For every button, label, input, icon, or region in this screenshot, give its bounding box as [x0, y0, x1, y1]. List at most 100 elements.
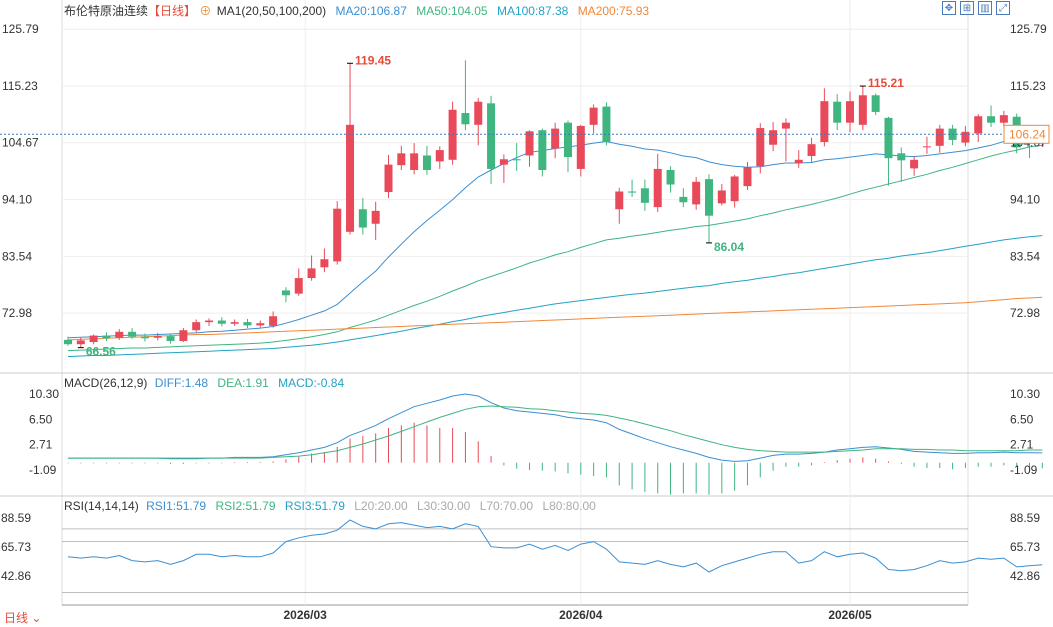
expand-icon[interactable]: ✥	[942, 1, 956, 15]
candle-body	[897, 153, 906, 161]
candle-body	[602, 106, 611, 143]
candle-body	[871, 95, 880, 112]
macd-axis-label-left: 6.50	[29, 412, 53, 426]
candle-body	[794, 159, 803, 164]
candle-body	[525, 131, 534, 156]
candle-body	[833, 101, 842, 123]
ma50-value: MA50:104.05	[416, 4, 488, 18]
l70-value: L70:70.00	[479, 499, 534, 513]
candle-body	[653, 168, 662, 208]
price-axis-label-right: 115.23	[1010, 79, 1046, 93]
ma200-line	[67, 296, 1043, 341]
candle-body	[102, 335, 111, 339]
price-axis-label-left: 72.98	[2, 306, 32, 320]
candle-body	[410, 153, 419, 170]
candle-body	[576, 125, 585, 169]
candle-body	[166, 336, 175, 341]
period-label: 日线	[4, 611, 29, 625]
fullscreen-icon[interactable]: ⤢	[996, 1, 1010, 15]
candle-body	[563, 122, 572, 158]
settings-icon[interactable]: ⊕	[199, 4, 212, 18]
candle-body	[243, 322, 252, 326]
rsi-axis-label-left: 65.73	[1, 540, 31, 554]
extreme-label: 119.45	[355, 53, 391, 67]
candle-body	[756, 128, 765, 167]
extreme-label: 115.21	[868, 76, 904, 90]
macd-axis-label-left: 10.30	[29, 387, 59, 401]
candle-body	[628, 191, 637, 193]
candlestick-layer	[64, 60, 1047, 348]
candle-body	[397, 153, 406, 166]
candle-body	[371, 210, 380, 224]
grid-layer	[0, 0, 1053, 606]
price-axis-label-right: 94.10	[1010, 193, 1040, 207]
main-legend: 布伦特原油连续【日线】 ⊕ MA1(20,50,100,200) MA20:10…	[64, 2, 649, 19]
candle-body	[807, 144, 816, 157]
candle-body	[499, 159, 508, 165]
candle-body	[140, 336, 149, 339]
rsi-axis-label-right: 65.73	[1010, 540, 1040, 554]
macd-indicator-label: MACD(26,12,9)	[64, 376, 148, 390]
candle-body	[346, 124, 355, 232]
candle-body	[205, 320, 214, 323]
candle-body	[781, 122, 790, 129]
candle-body	[256, 323, 265, 326]
macd-layer	[67, 393, 1043, 495]
price-axis-label-left: 104.67	[2, 136, 39, 150]
date-axis-label: 2026/05	[828, 608, 872, 622]
l80-value: L80:80.00	[542, 499, 596, 513]
ma100-line	[67, 235, 1043, 358]
rsi-layer	[62, 519, 1043, 593]
candle-body	[974, 116, 983, 134]
ma50-line	[67, 144, 1043, 352]
candle-body	[910, 159, 919, 169]
candle-body	[422, 155, 431, 170]
instrument-name: 布伦特原油连续	[64, 4, 149, 18]
candle-body	[474, 101, 483, 125]
extreme-label: 86.04	[714, 240, 744, 254]
rsi-axis-label-left: 88.59	[1, 511, 31, 525]
candle-body	[769, 130, 778, 145]
candle-body	[217, 320, 226, 324]
zoom-icon[interactable]: ⊞	[960, 1, 974, 15]
macd-axis-label-left: -1.09	[29, 463, 57, 477]
candle-body	[192, 322, 201, 331]
candle-body	[922, 146, 931, 148]
price-axis-label-right: 125.79	[1010, 22, 1047, 36]
macd-axis-label-right: 2.71	[1010, 438, 1034, 452]
candle-body	[320, 259, 329, 268]
candle-body	[358, 209, 367, 228]
rsi-axis-label-right: 42.86	[1010, 569, 1040, 583]
last-price-tag-box	[1003, 124, 1050, 144]
rsi-axis-label-right: 88.59	[1010, 511, 1040, 525]
candle-body	[384, 164, 393, 193]
candle-body	[115, 331, 124, 338]
candle-body	[153, 336, 162, 338]
last-price-tag: 106.24	[1009, 127, 1046, 141]
candle-body	[961, 131, 970, 143]
date-axis-label: 2026/04	[559, 608, 603, 622]
rsi-indicator-label: RSI(14,14,14)	[64, 499, 139, 513]
period-selector[interactable]: 日线 ⌄	[4, 609, 41, 626]
price-axis-label-right: 72.98	[1010, 306, 1040, 320]
candle-body	[666, 170, 675, 185]
label-layer: 125.79125.79115.23115.23104.67104.6794.1…	[0, 22, 1050, 622]
l30-value: L30:30.00	[416, 499, 471, 513]
candle-body	[846, 101, 855, 123]
candle-body	[987, 116, 996, 123]
date-axis-label: 2026/03	[283, 608, 327, 622]
price-axis-label-left: 94.10	[2, 193, 32, 207]
rsi-legend: RSI(14,14,14) RSI1:51.79 RSI2:51.79 RSI3…	[64, 499, 596, 513]
candle-body	[76, 340, 85, 345]
candle-body	[589, 107, 598, 125]
candle-body	[730, 176, 739, 202]
price-axis-label-left: 115.23	[2, 79, 38, 93]
candle-body	[935, 128, 944, 146]
candle-body	[281, 290, 290, 296]
macd-legend: MACD(26,12,9) DIFF:1.48 DEA:1.91 MACD:-0…	[64, 376, 344, 390]
layout-icon[interactable]: ▥	[978, 1, 992, 15]
candle-body	[858, 95, 867, 125]
ma20-value: MA20:106.87	[335, 4, 407, 18]
candle-body	[679, 196, 688, 203]
candle-body	[640, 188, 649, 203]
